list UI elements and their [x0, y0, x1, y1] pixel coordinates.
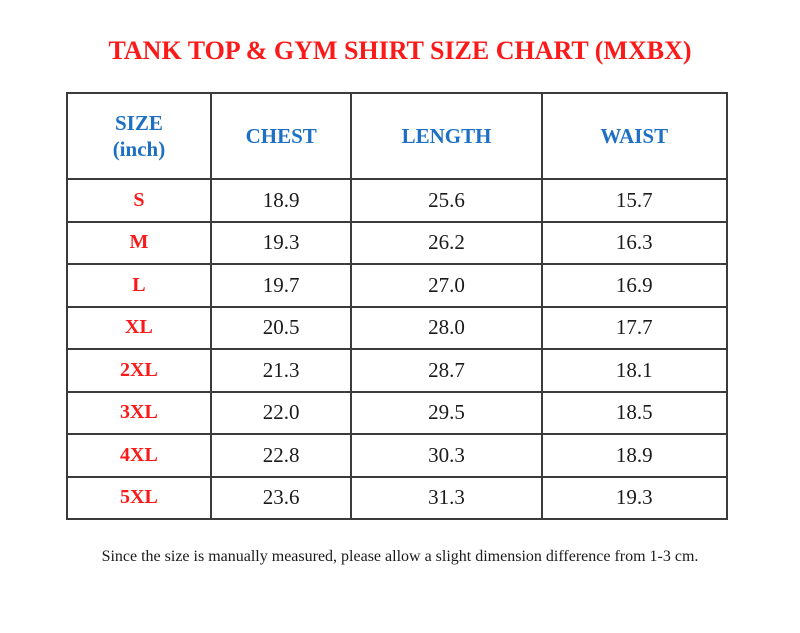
size-cell: 4XL: [66, 433, 212, 478]
value-cell: 28.0: [350, 305, 543, 350]
table-row: XL 20.5 28.0 17.7: [66, 305, 729, 350]
size-cell: XL: [66, 305, 212, 350]
header-row: SIZE (inch) CHEST LENGTH WAIST: [66, 92, 729, 180]
page-title: TANK TOP & GYM SHIRT SIZE CHART (MXBX): [108, 36, 692, 65]
size-cell: 3XL: [66, 390, 212, 435]
value-cell: 31.3: [350, 475, 543, 520]
value-cell: 20.5: [209, 305, 353, 350]
value-cell: 15.7: [540, 178, 729, 223]
value-cell: 22.8: [209, 433, 353, 478]
column-header-length: LENGTH: [350, 92, 543, 180]
value-cell: 19.3: [540, 475, 729, 520]
size-chart-table: SIZE (inch) CHEST LENGTH WAIST S 18.9 25.6 15.7…: [66, 92, 729, 520]
value-cell: 21.3: [209, 348, 353, 393]
size-cell: 5XL: [66, 475, 212, 520]
value-cell: 30.3: [350, 433, 543, 478]
table-row: M 19.3 26.2 16.3: [66, 220, 729, 265]
value-cell: 18.1: [540, 348, 729, 393]
value-cell: 23.6: [209, 475, 353, 520]
value-cell: 18.5: [540, 390, 729, 435]
size-cell: S: [66, 178, 212, 223]
column-header-chest: CHEST: [209, 92, 353, 180]
table-row: 3XL 22.0 29.5 18.5: [66, 390, 729, 435]
value-cell: 19.3: [209, 220, 353, 265]
column-header-waist: WAIST: [540, 92, 729, 180]
value-cell: 18.9: [209, 178, 353, 223]
table-row: 5XL 23.6 31.3 19.3: [66, 475, 729, 520]
size-cell: 2XL: [66, 348, 212, 393]
value-cell: 19.7: [209, 263, 353, 308]
table-body: S 18.9 25.6 15.7 M 19.3 26.2 16.3 L 19.7 27.0 16.9 X…: [66, 178, 729, 520]
value-cell: 16.9: [540, 263, 729, 308]
table-row: 4XL 22.8 30.3 18.9: [66, 433, 729, 478]
footer-note: Since the size is manually measured, ple…: [101, 548, 699, 565]
value-cell: 17.7: [540, 305, 729, 350]
value-cell: 22.0: [209, 390, 353, 435]
value-cell: 16.3: [540, 220, 729, 265]
size-cell: L: [66, 263, 212, 308]
value-cell: 29.5: [350, 390, 543, 435]
column-header-size: SIZE (inch): [66, 92, 212, 180]
table-row: 2XL 21.3 28.7 18.1: [66, 348, 729, 393]
table-row: S 18.9 25.6 15.7: [66, 178, 729, 223]
value-cell: 28.7: [350, 348, 543, 393]
value-cell: 27.0: [350, 263, 543, 308]
value-cell: 18.9: [540, 433, 729, 478]
table-row: L 19.7 27.0 16.9: [66, 263, 729, 308]
size-cell: M: [66, 220, 212, 265]
value-cell: 26.2: [350, 220, 543, 265]
value-cell: 25.6: [350, 178, 543, 223]
